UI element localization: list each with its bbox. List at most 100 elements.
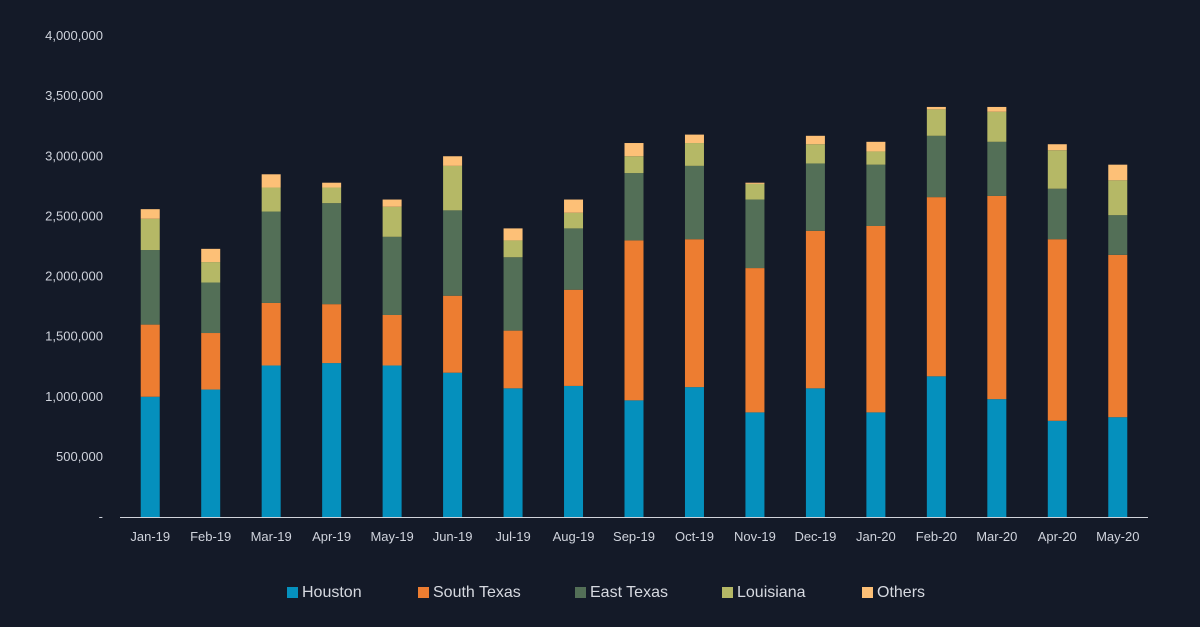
bar-segment-east-texas xyxy=(805,163,825,231)
legend-swatch xyxy=(575,587,586,598)
bar-segment-houston xyxy=(503,388,523,517)
bar-segment-louisiana xyxy=(926,109,946,136)
y-tick-label: 1,500,000 xyxy=(45,329,103,344)
y-tick-label: - xyxy=(99,509,103,524)
bar-segment-houston xyxy=(443,372,463,517)
bar-segment-louisiana xyxy=(382,206,402,237)
bar-segment-south-texas xyxy=(322,304,342,364)
bar-segment-others xyxy=(1108,164,1128,181)
x-tick-label: Jan-19 xyxy=(130,529,170,544)
bar-segment-south-texas xyxy=(140,324,160,397)
legend-item: East Texas xyxy=(575,584,668,601)
bar-segment-houston xyxy=(382,365,402,517)
x-tick-label: Mar-20 xyxy=(976,529,1017,544)
bar-segment-louisiana xyxy=(201,262,221,283)
bar-segment-south-texas xyxy=(805,230,825,389)
bar-segment-louisiana xyxy=(503,240,523,258)
bar-segment-others xyxy=(987,106,1007,112)
x-tick-label: Oct-19 xyxy=(675,529,714,544)
bar-segment-east-texas xyxy=(140,250,160,325)
legend: Houston South Texas East Texas Louisiana Oth… xyxy=(287,584,925,601)
bar-segment-others xyxy=(261,174,281,188)
bar-segment-louisiana xyxy=(1108,180,1128,216)
x-tick-label: Jul-19 xyxy=(495,529,530,544)
legend-label: South Texas xyxy=(433,584,521,601)
bar-segment-louisiana xyxy=(624,156,644,174)
bar-segment-louisiana xyxy=(1047,150,1067,189)
bars xyxy=(140,106,1128,517)
bar-segment-east-texas xyxy=(201,282,221,334)
bar-segment-south-texas xyxy=(503,330,523,389)
y-tick-label: 3,500,000 xyxy=(45,88,103,103)
y-tick-label: 3,000,000 xyxy=(45,148,103,163)
x-tick-label: May-20 xyxy=(1096,529,1139,544)
bar-segment-others xyxy=(140,209,160,219)
bar-segment-east-texas xyxy=(624,173,644,241)
bar-segment-others xyxy=(564,199,584,213)
legend-item: South Texas xyxy=(418,584,521,601)
bar-segment-others xyxy=(745,182,765,184)
bar-segment-louisiana xyxy=(322,187,342,204)
bar-segment-east-texas xyxy=(261,211,281,303)
bar-segment-east-texas xyxy=(564,228,584,290)
bar-segment-south-texas xyxy=(987,195,1007,400)
bar-segment-east-texas xyxy=(866,164,886,226)
legend-label: Houston xyxy=(302,584,362,601)
legend-label: Others xyxy=(877,584,925,601)
bar-segment-south-texas xyxy=(866,225,886,413)
legend-swatch xyxy=(418,587,429,598)
y-tick-label: 2,000,000 xyxy=(45,269,103,284)
y-tick-label: 2,500,000 xyxy=(45,208,103,223)
bar-segment-east-texas xyxy=(926,135,946,198)
bar-segment-east-texas xyxy=(745,199,765,269)
x-tick-label: Dec-19 xyxy=(794,529,836,544)
bar-segment-south-texas xyxy=(926,197,946,377)
y-tick-label: 500,000 xyxy=(56,449,103,464)
bar-segment-others xyxy=(503,228,523,241)
legend-swatch xyxy=(287,587,298,598)
bar-segment-east-texas xyxy=(987,141,1007,196)
bar-segment-houston xyxy=(866,412,886,517)
bar-segment-houston xyxy=(1108,417,1128,517)
x-tick-label: Feb-20 xyxy=(916,529,957,544)
bar-segment-louisiana xyxy=(745,183,765,200)
bar-segment-others xyxy=(322,182,342,188)
bar-segment-others xyxy=(684,134,704,144)
bar-segment-east-texas xyxy=(322,203,342,305)
bar-segment-south-texas xyxy=(201,333,221,390)
bar-segment-others xyxy=(1047,144,1067,151)
x-tick-label: Apr-20 xyxy=(1038,529,1077,544)
bar-segment-east-texas xyxy=(443,210,463,296)
bar-segment-louisiana xyxy=(866,151,886,165)
bar-segment-houston xyxy=(926,376,946,517)
bar-segment-louisiana xyxy=(805,144,825,164)
bar-segment-east-texas xyxy=(382,236,402,315)
bar-segment-south-texas xyxy=(745,268,765,413)
y-axis: - 500,000 1,000,000 1,500,000 2,000,000 2,500… xyxy=(45,28,103,524)
bar-segment-east-texas xyxy=(684,165,704,240)
bar-segment-south-texas xyxy=(443,295,463,373)
x-tick-label: May-19 xyxy=(370,529,413,544)
legend-swatch xyxy=(862,587,873,598)
bar-segment-houston xyxy=(564,385,584,517)
bar-segment-houston xyxy=(1047,420,1067,517)
bar-segment-south-texas xyxy=(564,289,584,386)
bar-segment-houston xyxy=(261,365,281,517)
legend-item: Louisiana xyxy=(722,584,806,601)
bar-segment-south-texas xyxy=(624,240,644,401)
bar-segment-houston xyxy=(322,363,342,517)
bar-segment-others xyxy=(926,106,946,110)
bar-segment-others xyxy=(443,156,463,166)
bar-segment-east-texas xyxy=(1108,215,1128,255)
legend-label: East Texas xyxy=(590,584,668,601)
legend-swatch xyxy=(722,587,733,598)
bar-segment-louisiana xyxy=(987,111,1007,142)
bar-segment-others xyxy=(866,141,886,152)
bar-segment-houston xyxy=(140,396,160,517)
bar-segment-louisiana xyxy=(684,143,704,166)
bar-segment-houston xyxy=(805,388,825,517)
bar-segment-others xyxy=(805,135,825,145)
bar-segment-houston xyxy=(745,412,765,517)
bar-segment-south-texas xyxy=(382,314,402,366)
